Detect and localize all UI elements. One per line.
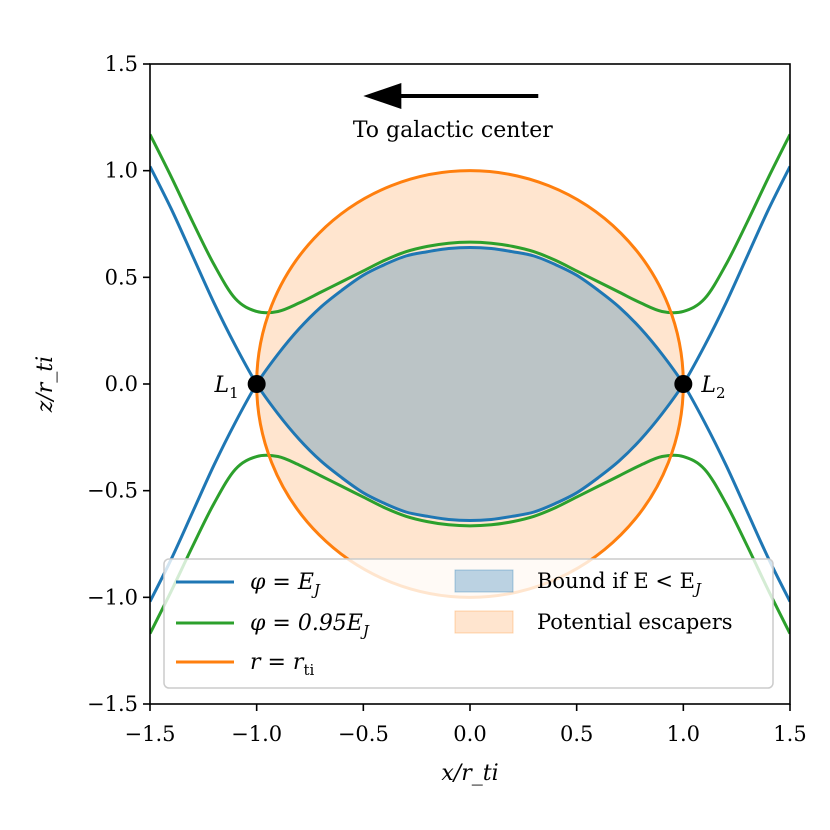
legend: φ = EJ φ = 0.95EJ r = rti Bound if E < E… bbox=[163, 558, 774, 689]
y-axis: −1.5 −1.0 −0.5 0.0 0.5 1.0 1.5 bbox=[87, 52, 150, 716]
legend-swatch-bound bbox=[454, 569, 514, 593]
y-tick-label: 0.0 bbox=[105, 372, 138, 396]
lagrange-label-L1: L1 bbox=[214, 373, 239, 402]
fill-bound-region bbox=[256, 247, 684, 521]
y-tick-label: 1.5 bbox=[105, 52, 138, 76]
x-tick-label: −1.5 bbox=[125, 722, 176, 746]
y-tick-label: −1.0 bbox=[87, 585, 138, 609]
y-tick-label: −1.5 bbox=[87, 692, 138, 716]
legend-swatch-escapers bbox=[454, 610, 514, 634]
x-axis: −1.5 −1.0 −0.5 0.0 0.5 1.0 1.5 bbox=[125, 704, 807, 746]
legend-label-bound: Bound if E < EJ bbox=[537, 569, 702, 598]
legend-label-rti: r = rti bbox=[250, 650, 314, 679]
lagrange-points: L1 L2 bbox=[214, 373, 726, 402]
legend-box bbox=[163, 558, 774, 689]
series-095ej-lower-line bbox=[150, 453, 790, 635]
y-axis-label: z/r_ti bbox=[33, 356, 58, 413]
lagrange-point-L2 bbox=[674, 375, 693, 393]
x-tick-label: 0.5 bbox=[560, 722, 593, 746]
x-axis-label: x/r_ti bbox=[441, 761, 498, 786]
legend-label-ej: φ = EJ bbox=[250, 570, 321, 599]
arrow-left-icon bbox=[363, 83, 402, 109]
legend-label-095ej: φ = 0.95EJ bbox=[250, 611, 370, 640]
fill-layer bbox=[256, 170, 684, 598]
x-tick-label: 0.0 bbox=[453, 722, 486, 746]
x-tick-label: −0.5 bbox=[338, 722, 389, 746]
y-tick-label: −0.5 bbox=[87, 479, 138, 503]
annotation-text: To galactic center bbox=[353, 118, 553, 143]
lagrange-label-L2: L2 bbox=[700, 373, 725, 402]
galactic-center-annotation: To galactic center bbox=[353, 83, 553, 143]
legend-label-escapers: Potential escapers bbox=[537, 610, 733, 634]
y-tick-label: 0.5 bbox=[105, 265, 138, 289]
x-tick-label: 1.5 bbox=[773, 722, 806, 746]
y-tick-label: 1.0 bbox=[105, 159, 138, 183]
x-tick-label: −1.0 bbox=[231, 722, 282, 746]
x-tick-label: 1.0 bbox=[667, 722, 700, 746]
lagrange-point-L1 bbox=[247, 375, 266, 393]
series-095ej-upper-line bbox=[150, 133, 790, 315]
fill-potential-escapers bbox=[256, 170, 684, 598]
